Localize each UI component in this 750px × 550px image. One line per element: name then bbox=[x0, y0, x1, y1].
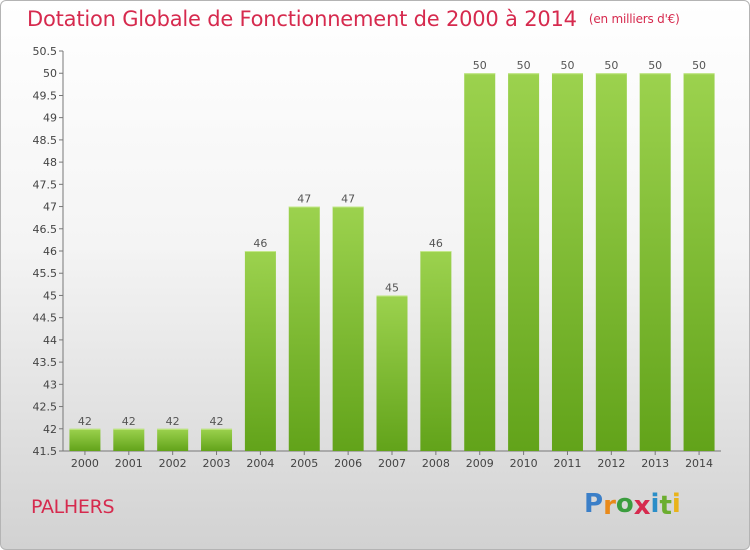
value-label-2007: 45 bbox=[385, 281, 399, 294]
y-tick-label: 48.5 bbox=[33, 134, 58, 147]
bar-2007 bbox=[376, 295, 408, 451]
y-tick-label: 47.5 bbox=[33, 178, 58, 191]
bar-2004 bbox=[244, 251, 276, 451]
bar-2011 bbox=[551, 73, 583, 451]
y-tick-label: 50.5 bbox=[33, 45, 58, 58]
bar-2012 bbox=[595, 73, 627, 451]
x-tick-label-2011: 2011 bbox=[553, 457, 581, 470]
x-tick-label-2012: 2012 bbox=[597, 457, 625, 470]
logo-letter: i bbox=[650, 489, 660, 519]
y-tick-label: 44 bbox=[43, 334, 57, 347]
x-tick-label-2003: 2003 bbox=[203, 457, 231, 470]
bar-2013 bbox=[639, 73, 671, 451]
value-label-2000: 42 bbox=[78, 415, 92, 428]
y-axis: 41.5 42 42.5 43 43.5 44 44.5 45 45.5 46 46.5 47 47.5… bbox=[33, 45, 64, 458]
y-tick-label: 47 bbox=[43, 201, 57, 214]
value-label-2014: 50 bbox=[692, 59, 706, 72]
bar-2006 bbox=[332, 206, 364, 451]
bar-2003 bbox=[201, 428, 233, 451]
logo-letter: o bbox=[615, 489, 634, 519]
logo-letter: x bbox=[633, 491, 651, 521]
x-tick-label-2009: 2009 bbox=[466, 457, 494, 470]
bar-2014 bbox=[683, 73, 715, 451]
value-label-2009: 50 bbox=[473, 59, 487, 72]
bar-2005 bbox=[288, 206, 320, 451]
value-label-2008: 46 bbox=[429, 237, 443, 250]
x-tick-label-2010: 2010 bbox=[510, 457, 538, 470]
value-label-2001: 42 bbox=[122, 415, 136, 428]
x-tick-label-2014: 2014 bbox=[685, 457, 713, 470]
value-label-2002: 42 bbox=[166, 415, 180, 428]
x-tick-label-2000: 2000 bbox=[71, 457, 99, 470]
x-tick-label-2013: 2013 bbox=[641, 457, 669, 470]
y-tick-label: 48 bbox=[43, 156, 57, 169]
value-labels: 42 42 42 42 46 47 47 45 46 50 50 50 50 50 50 bbox=[78, 59, 706, 428]
title-text: Dotation Globale de Fonctionnement de 20… bbox=[27, 7, 577, 31]
x-tick-label-2008: 2008 bbox=[422, 457, 450, 470]
value-label-2004: 46 bbox=[253, 237, 267, 250]
bar-2002 bbox=[157, 428, 189, 451]
value-label-2006: 47 bbox=[341, 193, 355, 206]
bar-2008 bbox=[420, 251, 452, 451]
y-tick-label: 49 bbox=[43, 112, 57, 125]
bar-2000 bbox=[69, 428, 101, 451]
value-label-2003: 42 bbox=[210, 415, 224, 428]
x-tick-label-2004: 2004 bbox=[246, 457, 274, 470]
value-label-2010: 50 bbox=[517, 59, 531, 72]
x-tick-label-2006: 2006 bbox=[334, 457, 362, 470]
proxiti-logo: Proxiti bbox=[584, 489, 681, 521]
y-tick-label: 45 bbox=[43, 289, 57, 302]
value-label-2005: 47 bbox=[297, 193, 311, 206]
y-tick-label: 42 bbox=[43, 423, 57, 436]
y-tick-label: 44.5 bbox=[33, 312, 58, 325]
logo-letter: P bbox=[584, 489, 604, 519]
x-tick-label-2002: 2002 bbox=[159, 457, 187, 470]
y-tick-label: 50 bbox=[43, 67, 57, 80]
x-axis: 2000 2001 2002 2003 2004 2005 2006 2007 2008 2009… bbox=[63, 450, 721, 470]
bar-2009 bbox=[464, 73, 496, 451]
y-tick-label: 43 bbox=[43, 378, 57, 391]
x-tick-label-2005: 2005 bbox=[290, 457, 318, 470]
y-tick-label: 42.5 bbox=[33, 401, 58, 414]
y-tick-label: 49.5 bbox=[33, 89, 58, 102]
y-tick-label: 46 bbox=[43, 245, 57, 258]
y-tick-label: 43.5 bbox=[33, 356, 58, 369]
y-tick-label: 41.5 bbox=[33, 445, 58, 458]
x-tick-label-2001: 2001 bbox=[115, 457, 143, 470]
value-label-2011: 50 bbox=[560, 59, 574, 72]
commune-name: PALHERS bbox=[31, 496, 115, 518]
value-label-2012: 50 bbox=[604, 59, 618, 72]
chart-title: Dotation Globale de Fonctionnement de 20… bbox=[27, 7, 680, 31]
y-tick-label: 45.5 bbox=[33, 267, 58, 280]
bars bbox=[69, 73, 715, 451]
unit-subtitle: (en milliers d'€) bbox=[588, 12, 680, 26]
logo-letter: t bbox=[659, 491, 672, 521]
bar-2001 bbox=[113, 428, 145, 451]
y-tick-label: 46.5 bbox=[33, 223, 58, 236]
x-tick-label-2007: 2007 bbox=[378, 457, 406, 470]
value-label-2013: 50 bbox=[648, 59, 662, 72]
logo-letter: i bbox=[671, 489, 681, 519]
logo-letter: r bbox=[603, 491, 616, 521]
bar-2010 bbox=[508, 73, 540, 451]
